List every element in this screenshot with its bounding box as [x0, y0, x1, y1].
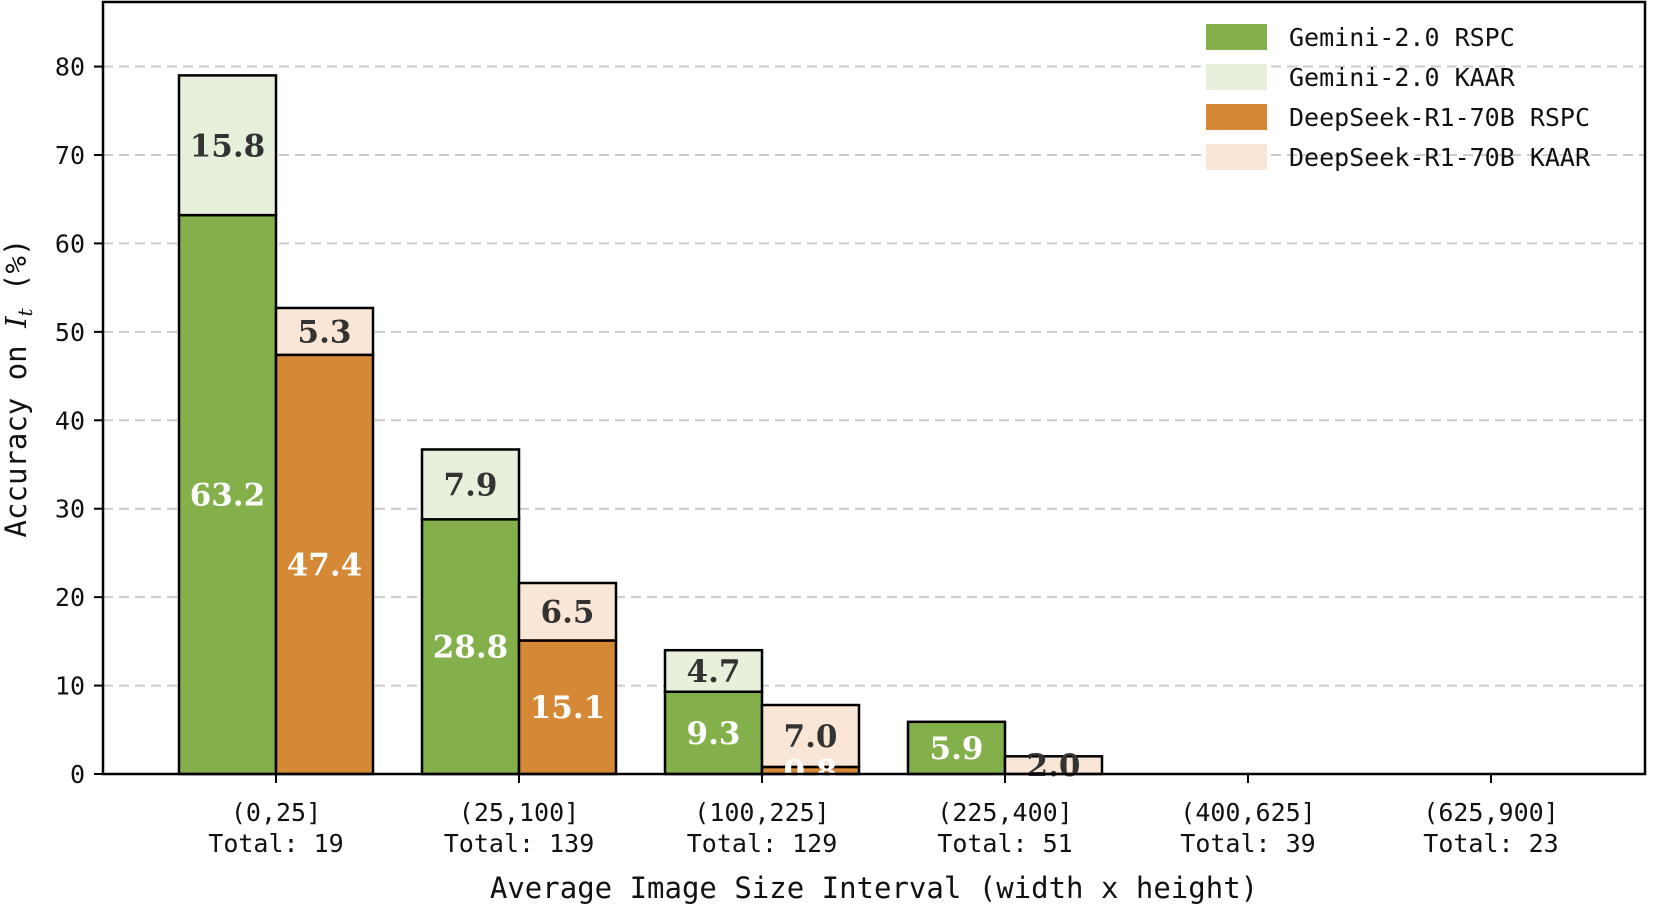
- bar-value-label: 15.1: [530, 690, 606, 726]
- bar-value-label: 9.3: [687, 716, 741, 752]
- x-tick-total: Total: 23: [1423, 829, 1558, 858]
- legend-swatch: [1206, 104, 1267, 130]
- x-tick-total: Total: 51: [937, 829, 1072, 858]
- x-tick-total: Total: 39: [1180, 829, 1315, 858]
- x-tick-label: (625,900]: [1423, 798, 1558, 827]
- y-tick-label: 0: [70, 760, 85, 789]
- bar-value-label: 0.8: [784, 753, 838, 789]
- y-tick-label: 50: [55, 318, 85, 347]
- bar-value-label: 7.9: [444, 467, 498, 503]
- legend: Gemini-2.0 RSPC Gemini-2.0 KAAR DeepSeek-R…: [1206, 23, 1591, 172]
- bar-value-label: 6.5: [541, 595, 595, 631]
- bar-value-label: 28.8: [433, 630, 509, 666]
- bar-segment: [274, 306, 375, 357]
- x-tick-label: (100,225]: [694, 798, 829, 827]
- value-labels: 63.2 15.8 47.4 5.3 28.8 7.9 15.1 6.5 9.3 4.7 0.87.…: [190, 128, 1081, 789]
- bar-segment: [177, 74, 278, 217]
- bar-value-label: 4.7: [687, 654, 741, 690]
- x-tick-total: Total: 19: [208, 829, 343, 858]
- bar-segment: [760, 703, 861, 769]
- x-axis-title: Average Image Size Interval (width x hei…: [490, 871, 1258, 905]
- y-tick-label: 40: [55, 406, 85, 435]
- bar-segment: [420, 448, 521, 521]
- y-tick-label: 10: [55, 672, 85, 701]
- legend-entry: DeepSeek-R1-70B KAAR: [1289, 143, 1591, 172]
- y-tick-label: 30: [55, 495, 85, 524]
- y-axis-title-subscript: t: [13, 307, 37, 316]
- bar-value-label: 15.8: [190, 128, 266, 164]
- y-tick-label: 70: [55, 141, 85, 170]
- bar-segment: [274, 353, 375, 776]
- x-tick-label: (225,400]: [937, 798, 1072, 827]
- plot-frame: [101, 0, 1647, 776]
- x-tick-total: Total: 139: [444, 829, 595, 858]
- legend-entry: Gemini-2.0 RSPC: [1289, 23, 1515, 52]
- legend-swatch: [1206, 64, 1267, 90]
- y-tick-label: 20: [55, 583, 85, 612]
- bar-segment: [663, 648, 764, 694]
- legend-entry: DeepSeek-R1-70B RSPC: [1289, 103, 1590, 132]
- y-axis-title-suffix: (%): [0, 239, 33, 309]
- x-tick-label: (400,625]: [1180, 798, 1315, 827]
- y-tick-label: 60: [55, 229, 85, 258]
- bar-segment: [906, 720, 1007, 776]
- bar-value-label: 63.2: [190, 478, 266, 514]
- legend-swatch: [1206, 144, 1267, 170]
- bar-segment: [420, 518, 521, 776]
- y-tick-label: 80: [55, 53, 85, 82]
- bar-segment: [177, 213, 278, 776]
- legend-swatch: [1206, 24, 1267, 50]
- x-tick-label: (25,100]: [459, 798, 579, 827]
- x-tick-total: Total: 129: [687, 829, 838, 858]
- bar-value-label: 5.3: [298, 314, 352, 350]
- y-axis-title-prefix: Accuracy on: [0, 328, 33, 538]
- bar-value-label: 2.0: [1027, 748, 1081, 784]
- bar-value-label: 47.4: [287, 547, 363, 583]
- bar-value-label: 7.0: [784, 719, 838, 755]
- legend-entry: Gemini-2.0 KAAR: [1289, 63, 1516, 92]
- y-axis-title-symbol: I: [0, 316, 33, 329]
- axes: 0 10 20 30 40 50 60 70 80 (0,25]Total: 19 (25,100]…: [55, 53, 1559, 858]
- bar-segment: [517, 581, 618, 642]
- bars: [177, 74, 1104, 776]
- bar-value-label: 5.9: [930, 731, 984, 767]
- y-axis-title: Accuracy on It (%): [0, 239, 37, 538]
- x-tick-label: (0,25]: [231, 798, 321, 827]
